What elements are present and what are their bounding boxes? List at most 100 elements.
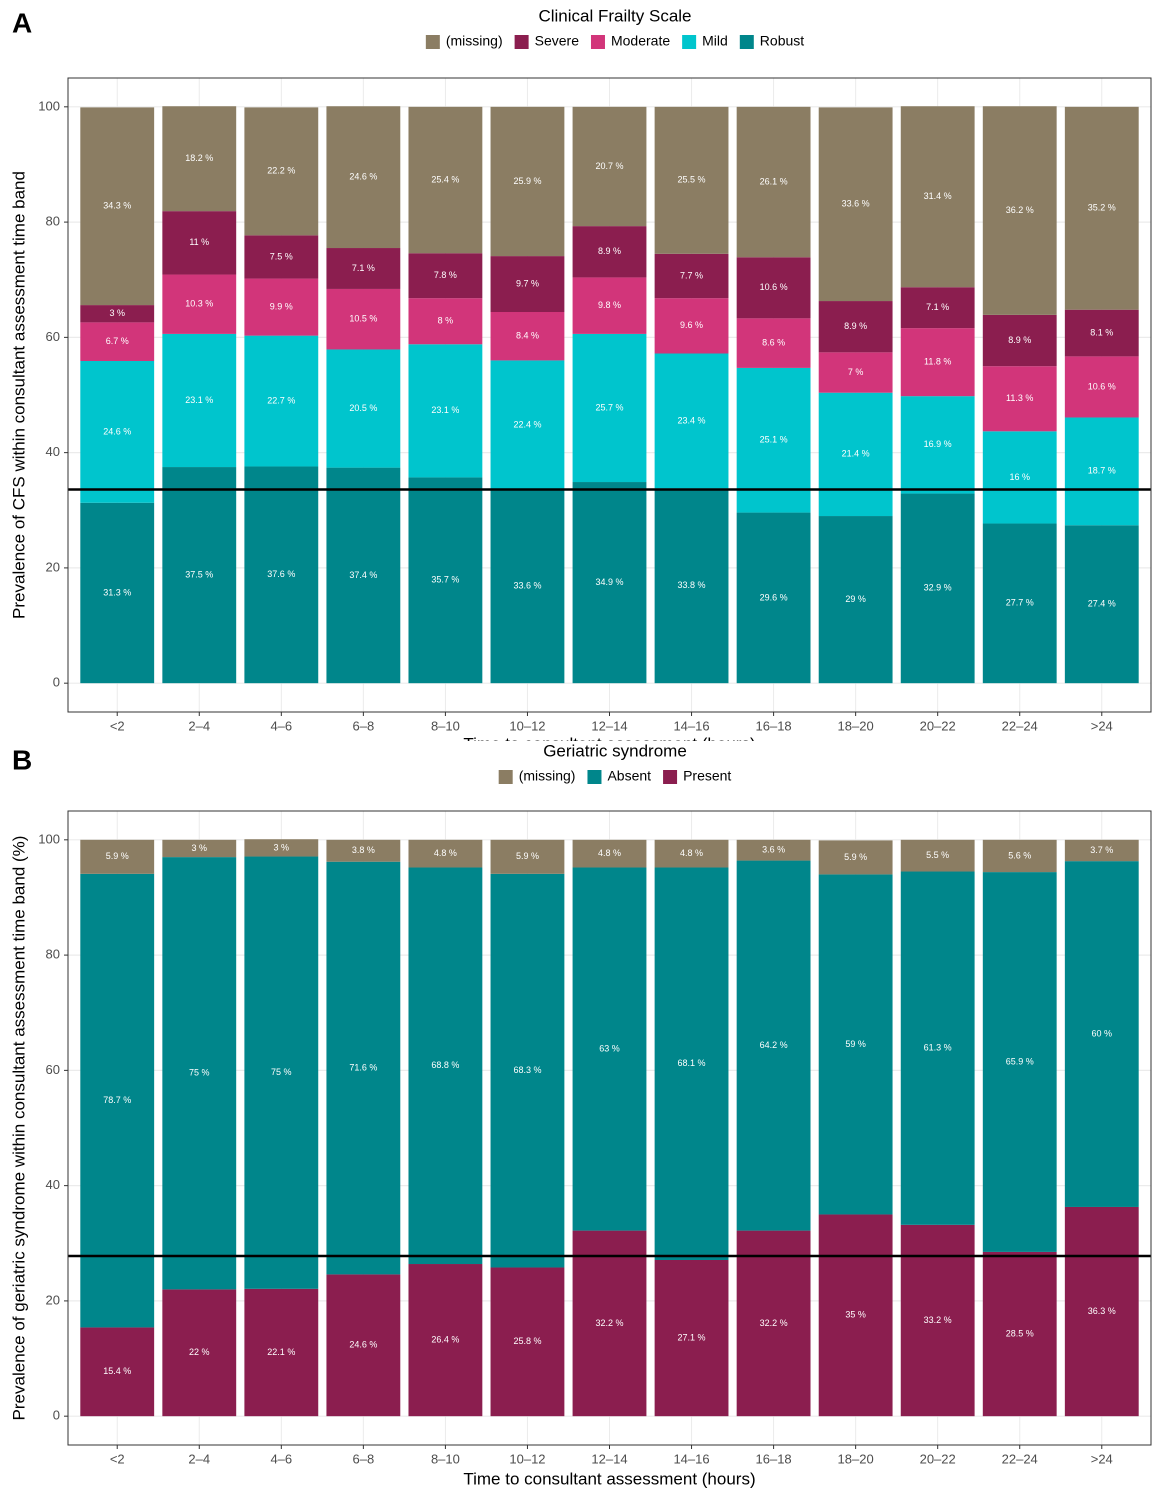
data-label: 33.8 % bbox=[678, 580, 706, 590]
bar-segment bbox=[490, 489, 565, 684]
legend-background bbox=[380, 6, 850, 52]
bar-segment bbox=[900, 328, 975, 397]
data-label: 7 % bbox=[848, 367, 864, 377]
y-axis-title: Prevalence of geriatric syndrome within … bbox=[9, 836, 28, 1421]
bar-segment bbox=[1064, 309, 1139, 357]
bar-segment bbox=[80, 839, 155, 874]
bar-segment bbox=[244, 466, 319, 684]
x-tick-label: 22–24 bbox=[1002, 1451, 1038, 1466]
data-label: 11.3 % bbox=[1006, 393, 1033, 403]
bar-segment bbox=[572, 333, 647, 483]
x-tick-label: 10–12 bbox=[509, 1451, 545, 1466]
panel-letter: B bbox=[12, 744, 32, 775]
y-tick-label: 20 bbox=[46, 1292, 60, 1307]
data-label: 27.1 % bbox=[678, 1332, 706, 1342]
data-label: 8.9 % bbox=[844, 321, 867, 331]
x-tick-label: 22–24 bbox=[1002, 718, 1038, 733]
bar-segment bbox=[490, 873, 565, 1268]
data-label: 32.9 % bbox=[924, 583, 952, 593]
data-label: 24.6 % bbox=[349, 1340, 377, 1350]
bar-segment bbox=[490, 360, 565, 490]
bar-segment bbox=[818, 301, 893, 353]
bar-segment bbox=[326, 467, 401, 684]
data-label: 68.8 % bbox=[431, 1060, 459, 1070]
bar-segment bbox=[572, 1230, 647, 1417]
data-label: 5.5 % bbox=[926, 850, 949, 860]
data-label: 22 % bbox=[189, 1347, 210, 1357]
bar-segment bbox=[900, 106, 975, 288]
bar-segment bbox=[490, 106, 565, 257]
x-tick-label: 20–22 bbox=[920, 718, 956, 733]
y-tick-label: 100 bbox=[38, 98, 60, 113]
data-label: 9.6 % bbox=[680, 320, 703, 330]
x-tick-label: 16–18 bbox=[756, 1451, 792, 1466]
data-label: 3.7 % bbox=[1090, 845, 1113, 855]
data-label: 25.9 % bbox=[513, 176, 541, 186]
bar-segment bbox=[490, 312, 565, 361]
legend-swatch bbox=[425, 35, 440, 49]
data-label: 61.3 % bbox=[924, 1043, 952, 1053]
data-label: 28.5 % bbox=[1006, 1328, 1034, 1338]
data-label: 59 % bbox=[845, 1039, 866, 1049]
bar-segment bbox=[162, 106, 237, 212]
bar-segment bbox=[80, 107, 155, 306]
bar-segment bbox=[1064, 1206, 1139, 1417]
data-label: 25.4 % bbox=[431, 174, 459, 184]
data-label: 8.4 % bbox=[516, 331, 539, 341]
x-tick-label: 14–16 bbox=[673, 718, 709, 733]
data-label: 63 % bbox=[599, 1043, 620, 1053]
bar-segment bbox=[326, 839, 401, 862]
legend-swatch bbox=[590, 35, 605, 49]
bar-segment bbox=[1064, 839, 1139, 862]
bar-segment bbox=[80, 502, 155, 684]
data-label: 3.6 % bbox=[762, 845, 785, 855]
bar-segment bbox=[244, 335, 319, 467]
x-tick-label: 18–20 bbox=[838, 718, 874, 733]
legend: Clinical Frailty Scale (missing) Severe Mod… bbox=[380, 6, 850, 52]
panel: 0 20 40 60 80 100 15.4 % 78.7 % 5.9 % <2 22 % 75 % 3… bbox=[9, 744, 1152, 1488]
x-tick-label: <2 bbox=[110, 718, 125, 733]
data-label: 75 % bbox=[189, 1068, 210, 1078]
data-label: 25.5 % bbox=[678, 175, 706, 185]
data-label: 26.4 % bbox=[431, 1334, 459, 1344]
bar-segment bbox=[80, 360, 155, 503]
bar-segment bbox=[982, 431, 1057, 524]
bar-segment bbox=[982, 523, 1057, 684]
bar-segment bbox=[408, 106, 483, 254]
y-tick-label: 80 bbox=[46, 214, 60, 229]
data-label: 75 % bbox=[271, 1067, 292, 1077]
data-label: 32.2 % bbox=[595, 1318, 623, 1328]
bar-segment bbox=[900, 839, 975, 872]
bar-segment bbox=[408, 253, 483, 299]
legend-label: Robust bbox=[760, 33, 804, 49]
panel-letter: A bbox=[12, 7, 32, 38]
y-tick-label: 80 bbox=[46, 947, 60, 962]
data-label: 24.6 % bbox=[349, 172, 377, 182]
data-label: 36.2 % bbox=[1006, 205, 1034, 215]
y-tick-label: 20 bbox=[46, 559, 60, 574]
data-label: 4.8 % bbox=[434, 848, 457, 858]
data-label: 37.6 % bbox=[267, 569, 295, 579]
data-label: 6.7 % bbox=[106, 336, 129, 346]
bar-segment bbox=[326, 1274, 401, 1417]
data-label: 3.8 % bbox=[352, 845, 375, 855]
x-tick-label: 18–20 bbox=[838, 1451, 874, 1466]
legend-label: Moderate bbox=[611, 33, 670, 49]
data-label: 23.1 % bbox=[431, 405, 459, 415]
data-label: 8.1 % bbox=[1090, 327, 1113, 337]
y-tick-label: 0 bbox=[53, 675, 60, 690]
bar-segment bbox=[490, 839, 565, 874]
data-label: 35 % bbox=[845, 1310, 866, 1320]
bar-segment bbox=[654, 1259, 729, 1417]
bar-segment bbox=[900, 396, 975, 494]
panel: 0 20 40 60 80 100 31.3 % 24.6 % 6.7 % 3 % 34.3 % <2… bbox=[9, 7, 1152, 753]
data-label: 7.5 % bbox=[270, 251, 293, 261]
bar-segment bbox=[408, 477, 483, 684]
x-tick-label: 4–6 bbox=[270, 718, 292, 733]
bar-segment bbox=[162, 857, 237, 1290]
data-label: 78.7 % bbox=[103, 1095, 131, 1105]
data-label: 8 % bbox=[438, 316, 454, 326]
bar-segment bbox=[736, 1230, 811, 1417]
y-tick-label: 40 bbox=[46, 444, 60, 459]
data-label: 25.8 % bbox=[513, 1336, 541, 1346]
